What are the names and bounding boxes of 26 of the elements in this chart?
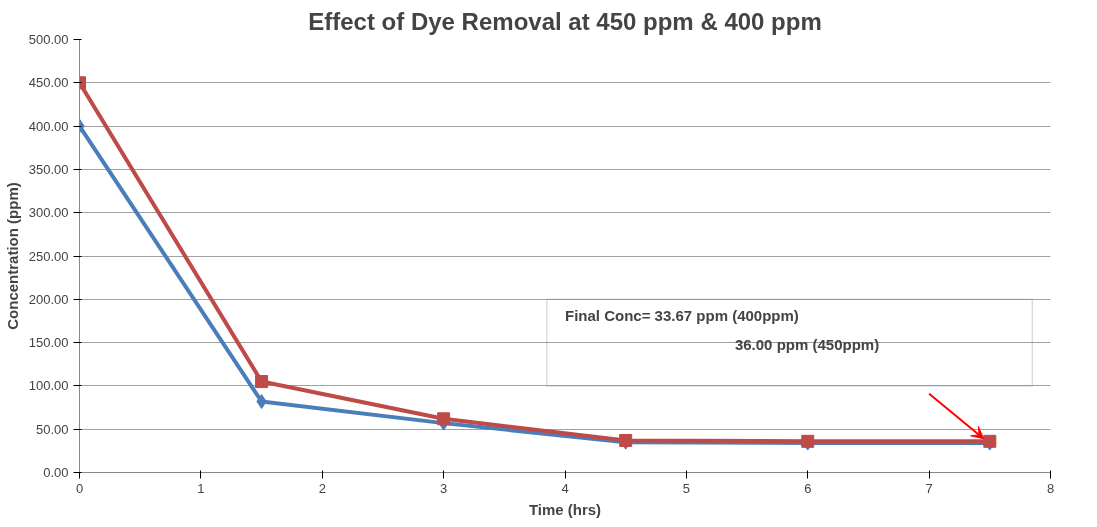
x-tick-label: 8 — [1046, 480, 1055, 496]
y-tick-label: 50.00 — [35, 421, 69, 437]
y-tick-label: 150.00 — [28, 335, 69, 351]
y-tick-label: 500.00 — [28, 32, 69, 47]
x-tick-label: 6 — [804, 480, 812, 496]
x-axis-title: Time (hrs) — [528, 500, 602, 518]
point — [437, 412, 451, 426]
y-tick-label: 0.00 — [43, 465, 69, 480]
y-tick-label: 300.00 — [28, 205, 69, 221]
y-axis-title: Concentration (ppm) — [3, 182, 21, 330]
y-tick-label: 350.00 — [28, 161, 69, 177]
x-tick-label: 1 — [197, 480, 205, 496]
x-tick-label: 5 — [682, 480, 690, 496]
y-tick-label: 100.00 — [28, 378, 69, 394]
y-tick-label: 450.00 — [28, 75, 69, 91]
x-tick-label: 0 — [75, 480, 84, 496]
x-tick-label: 3 — [440, 480, 448, 496]
y-tick-label: 200.00 — [28, 291, 69, 307]
y-tick-label: 400.00 — [28, 118, 69, 134]
y-tick-label: 250.00 — [28, 248, 69, 264]
chart-title: Effect of Dye Removal at 450 ppm & 400 ppm — [308, 7, 822, 35]
point — [255, 375, 269, 389]
x-tick-label: 7 — [925, 480, 933, 496]
x-tick-label: 4 — [561, 480, 569, 496]
x-tick-label: 2 — [318, 480, 326, 496]
annotation: Final Conc= 33.67 ppm (400ppm) 36.00 ppm (450ppm) — [565, 306, 880, 353]
